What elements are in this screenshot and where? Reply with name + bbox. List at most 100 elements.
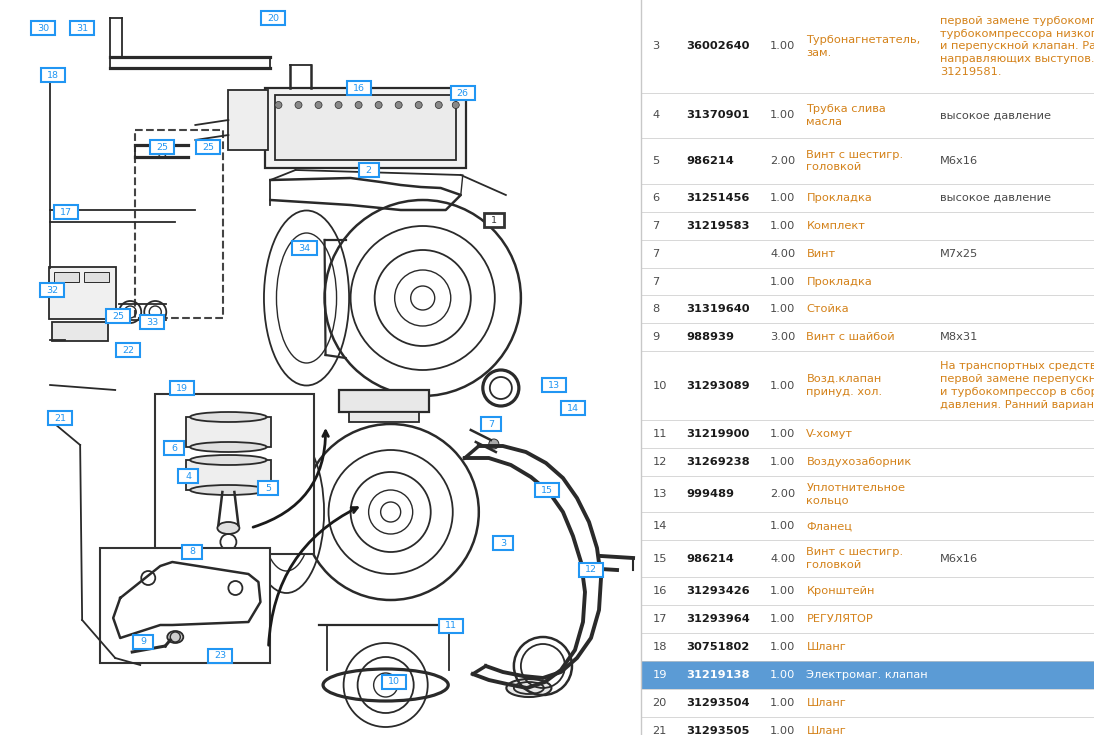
Text: 31219583: 31219583 [686,220,749,231]
Ellipse shape [190,485,267,495]
Text: Трубка слива
масла: Трубка слива масла [806,104,886,127]
Text: 31293964: 31293964 [686,614,750,624]
Text: первой замене турбокомпрессо
турбокомпрессора низкого да
и перепускной клапан. Р: первой замене турбокомпрессо турбокомпре… [940,15,1094,77]
Text: 19: 19 [652,670,667,680]
FancyBboxPatch shape [292,241,316,255]
Text: РЕГУЛЯТОР: РЕГУЛЯТОР [806,614,873,624]
Text: 25: 25 [202,143,214,151]
FancyBboxPatch shape [276,95,456,160]
Text: 2: 2 [365,165,372,174]
Text: 31293504: 31293504 [686,698,749,708]
Text: М6х16: М6х16 [940,553,978,564]
Text: 1.00: 1.00 [770,725,795,735]
Text: 11: 11 [445,622,457,631]
Circle shape [416,101,422,109]
Text: 9: 9 [652,332,660,343]
Circle shape [489,439,499,449]
Text: 6: 6 [652,193,660,203]
Text: 8: 8 [652,304,660,315]
FancyBboxPatch shape [171,381,195,395]
Text: 21: 21 [54,414,66,423]
Text: 1.00: 1.00 [770,521,795,531]
Text: 8: 8 [189,548,196,556]
Text: 17: 17 [652,614,667,624]
Ellipse shape [190,412,267,422]
FancyBboxPatch shape [54,205,78,219]
Text: 16: 16 [652,586,666,596]
FancyBboxPatch shape [208,649,232,663]
Text: 31: 31 [77,24,89,32]
Text: 34: 34 [299,243,311,253]
Text: 7: 7 [488,420,493,429]
Text: 2.00: 2.00 [770,156,795,166]
FancyBboxPatch shape [347,81,371,95]
Text: 986214: 986214 [686,156,734,166]
Text: 13: 13 [548,381,560,390]
Text: 10: 10 [387,678,399,686]
Text: 7: 7 [652,276,660,287]
Ellipse shape [190,455,267,465]
Text: 4: 4 [652,110,660,121]
Ellipse shape [167,631,184,643]
FancyBboxPatch shape [183,545,202,559]
Text: 1.00: 1.00 [770,586,795,596]
Text: 1.00: 1.00 [770,614,795,624]
Text: Винт с шестигр.
головкой: Винт с шестигр. головкой [806,149,904,173]
Text: 22: 22 [123,345,135,354]
Text: 15: 15 [652,553,667,564]
FancyBboxPatch shape [439,619,463,633]
FancyBboxPatch shape [186,460,271,490]
Text: Винт с шестигр.
головкой: Винт с шестигр. головкой [806,547,904,570]
FancyBboxPatch shape [561,401,585,415]
Text: 3: 3 [500,539,505,548]
Text: 9: 9 [140,637,147,647]
Text: Шланг: Шланг [806,725,846,735]
Text: 12: 12 [652,456,666,467]
FancyBboxPatch shape [451,86,475,100]
FancyBboxPatch shape [155,394,314,554]
Text: М8х31: М8х31 [940,332,978,343]
Text: 19: 19 [176,384,188,392]
Text: 10: 10 [652,381,667,390]
Text: 31319640: 31319640 [686,304,750,315]
Text: Шланг: Шланг [806,698,846,708]
Text: 20: 20 [652,698,666,708]
Text: высокое давление: высокое давление [940,110,1051,121]
Text: 30751802: 30751802 [686,642,749,652]
Text: 1.00: 1.00 [770,276,795,287]
Text: Стойка: Стойка [806,304,849,315]
Text: 14: 14 [567,404,579,412]
Text: 1.00: 1.00 [770,670,795,680]
Text: 13: 13 [652,489,667,499]
Text: Уплотнительное
кольцо: Уплотнительное кольцо [806,482,906,506]
Text: V-хомут: V-хомут [806,429,853,439]
FancyBboxPatch shape [42,68,66,82]
FancyBboxPatch shape [101,548,270,663]
FancyBboxPatch shape [54,272,79,282]
Text: 1.00: 1.00 [770,642,795,652]
Text: 31219900: 31219900 [686,429,749,439]
Text: 33: 33 [147,318,159,326]
Text: 1.00: 1.00 [770,304,795,315]
FancyBboxPatch shape [359,163,379,177]
FancyBboxPatch shape [116,343,140,357]
FancyBboxPatch shape [31,21,55,35]
Text: 31370901: 31370901 [686,110,749,121]
Circle shape [435,101,442,109]
FancyBboxPatch shape [382,675,406,689]
Text: высокое давление: высокое давление [940,193,1051,203]
Text: Возд.клапан
принуд. хол.: Возд.клапан принуд. хол. [806,374,883,397]
Circle shape [335,101,342,109]
Circle shape [315,101,322,109]
FancyBboxPatch shape [258,481,279,495]
Text: 1.00: 1.00 [770,110,795,121]
Text: 17: 17 [60,207,72,217]
Text: М7х25: М7х25 [940,248,978,259]
Circle shape [452,101,459,109]
Text: 18: 18 [652,642,667,652]
Text: 5: 5 [266,484,271,492]
Text: 31269238: 31269238 [686,456,750,467]
FancyBboxPatch shape [229,90,268,150]
Text: 3.00: 3.00 [770,332,795,343]
FancyBboxPatch shape [186,417,271,447]
